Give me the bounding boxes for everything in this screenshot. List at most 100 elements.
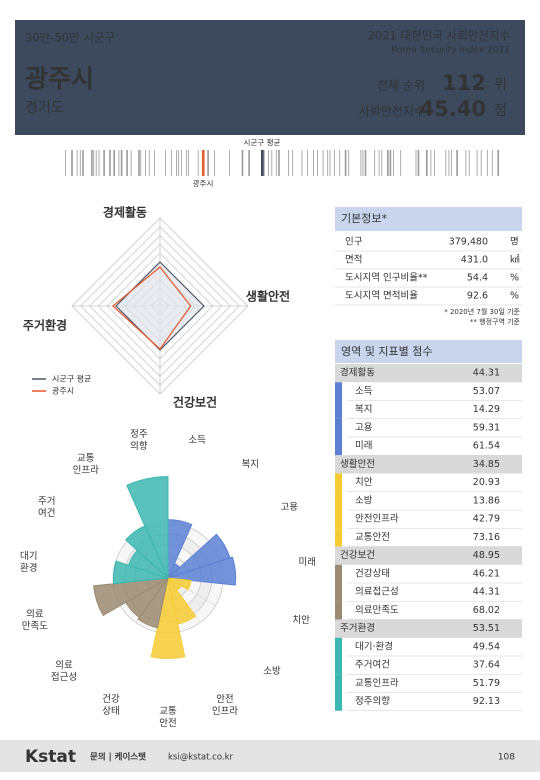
polar-category-label: 건강 상태 [102, 694, 120, 717]
info-unit: 명 [510, 237, 519, 248]
strip-line [229, 150, 230, 176]
item-score: 49.54 [473, 641, 500, 652]
strip-line [65, 150, 66, 176]
strip-line [178, 150, 179, 176]
strip-line [197, 150, 199, 176]
strip-line [451, 150, 452, 176]
polar-category-label: 치안 [292, 615, 310, 627]
strip-line [378, 150, 380, 176]
group-color-bar [335, 583, 342, 602]
index-unit: 점 [494, 103, 507, 119]
city-name: 광주시 [25, 64, 94, 93]
item-name: 정주의향 [355, 695, 390, 707]
polar-wedge [167, 556, 237, 586]
strip-line [186, 150, 187, 176]
item-name: 건강상태 [355, 568, 390, 579]
strip-line [95, 150, 97, 176]
group-color-bar [335, 400, 342, 419]
rank-value: 112 [442, 71, 486, 95]
strip-line [448, 150, 450, 176]
strip-line [207, 150, 209, 176]
strip-line [400, 150, 402, 176]
polar-category-label: 교통 안전 [159, 706, 177, 729]
item-score: 73.16 [473, 532, 500, 543]
group-score: 53.51 [473, 623, 500, 634]
strip-line [181, 150, 182, 176]
strip-line [103, 150, 105, 176]
item-name: 교통안전 [355, 532, 390, 543]
info-note: ** 행정구역 기준 [470, 317, 521, 326]
legend-label: 시군구 평균 [52, 374, 91, 384]
strip-line [171, 150, 172, 176]
group-name: 경제활동 [340, 367, 375, 379]
info-note: * 2020년 7월 30일 기준 [444, 307, 520, 316]
strip-line [445, 150, 447, 176]
polar-category-label: 주거 여건 [38, 496, 56, 519]
strip-line [327, 150, 329, 176]
info-value: 431.0 [461, 255, 488, 266]
footer-email: ksi@kstat.co.kr [168, 753, 233, 763]
radar-axis-label: 생활안전 [246, 289, 290, 304]
group-color-bar [335, 473, 342, 492]
strip-line [387, 150, 389, 176]
strip-line [268, 150, 269, 176]
title-ko: 2021 대한민국 사회안전지수 [368, 29, 510, 43]
strip-line [322, 150, 324, 176]
item-name: 치안 [355, 476, 373, 488]
polar-category-label: 고용 [280, 502, 298, 514]
strip-line [393, 150, 394, 176]
footer-bar [0, 740, 540, 772]
province: 경기도 [25, 100, 64, 116]
strip-line [317, 150, 318, 176]
strip-line [148, 150, 150, 176]
strip-line [491, 150, 493, 176]
strip-line [292, 150, 294, 176]
strip-line [307, 150, 308, 176]
strip-line [329, 150, 331, 176]
strip-line [339, 150, 341, 176]
strip-line [362, 150, 364, 176]
strip-line [374, 150, 376, 176]
basic-info-header [335, 207, 522, 231]
item-name: 의료접근성 [355, 586, 399, 598]
group-color-bar [335, 637, 342, 656]
polar-category-label: 의료 접근성 [50, 659, 78, 683]
item-score: 68.02 [473, 605, 500, 616]
strip-line [417, 150, 420, 176]
group-row [335, 364, 522, 383]
strip-line [76, 150, 78, 176]
scores-title: 영역 및 지표별 점수 [341, 345, 432, 358]
item-name: 교통인프라 [355, 678, 399, 689]
footer-contact: 문의 | 케이스탯 [90, 752, 146, 763]
group-name: 건강보건 [340, 550, 375, 561]
polar-category-label: 소방 [263, 665, 281, 677]
polar-wedge [126, 476, 169, 579]
page-number: 108 [498, 753, 515, 763]
group-row [335, 455, 522, 474]
strip-city-label: 광주시 [193, 178, 214, 188]
strip-line [480, 150, 482, 176]
polar-category-label: 복지 [241, 458, 260, 470]
strip-line [93, 150, 95, 176]
strip-line [118, 150, 120, 176]
group-label: 30만-50만 시군구 [25, 31, 115, 45]
strip-line [389, 150, 392, 176]
strip-average-line [261, 150, 264, 176]
strip-line [348, 150, 350, 176]
item-score: 53.07 [473, 386, 500, 397]
group-color-bar [335, 528, 342, 547]
strip-line [248, 150, 250, 176]
footer-logo: Kstat [25, 747, 76, 767]
group-color-bar [335, 382, 342, 401]
item-name: 소방 [355, 495, 373, 506]
strip-line [145, 150, 146, 176]
group-color-bar [335, 656, 342, 675]
strip-line [278, 150, 280, 176]
strip-line [271, 150, 273, 176]
group-color-bar [335, 418, 342, 437]
group-color-bar [335, 564, 342, 583]
polar-category-label: 대기 환경 [20, 551, 38, 575]
group-name: 생활안전 [340, 458, 375, 470]
item-score: 20.93 [473, 477, 500, 488]
